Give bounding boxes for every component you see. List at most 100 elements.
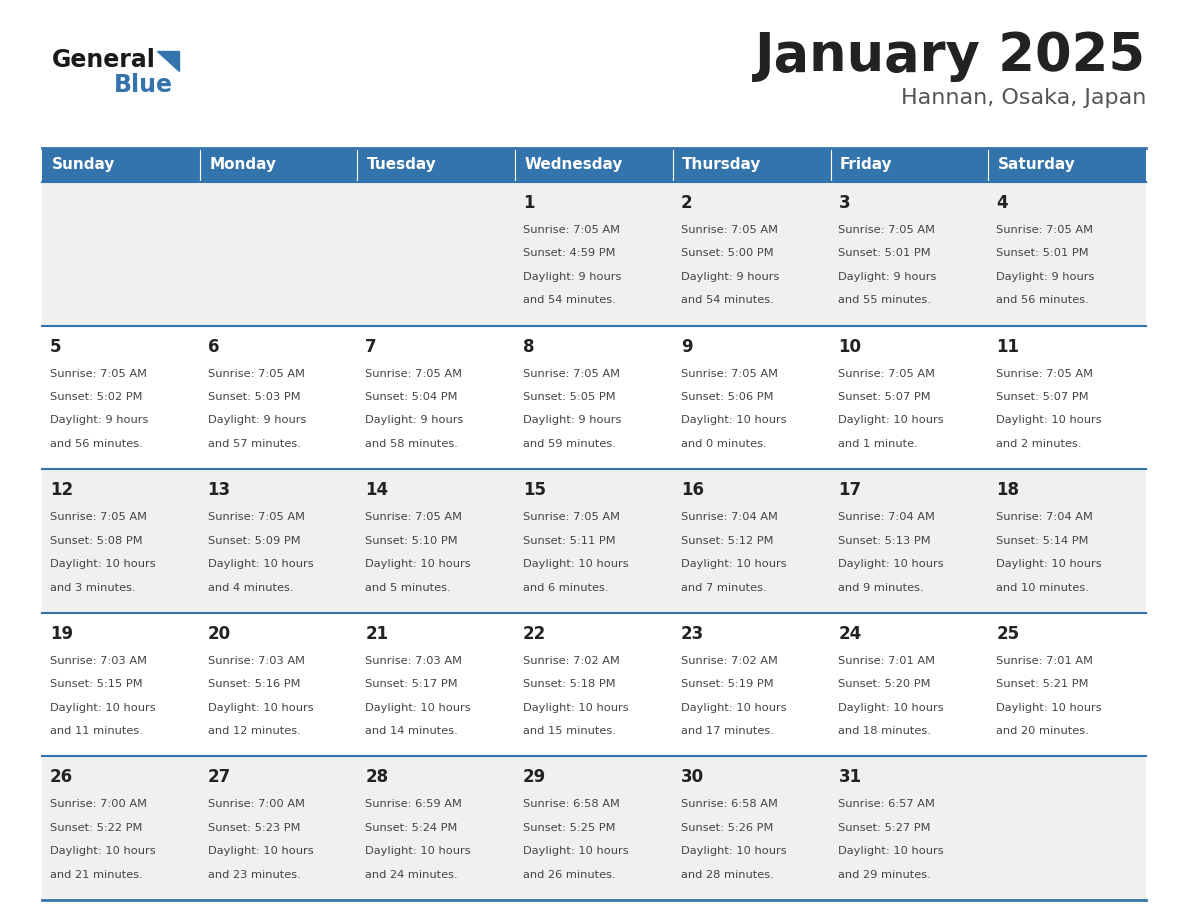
Text: and 54 minutes.: and 54 minutes.: [681, 296, 773, 306]
Text: Sunrise: 7:02 AM: Sunrise: 7:02 AM: [523, 655, 620, 666]
Text: 29: 29: [523, 768, 546, 787]
Text: Daylight: 10 hours: Daylight: 10 hours: [523, 559, 628, 569]
Text: Sunday: Sunday: [51, 158, 115, 173]
Text: and 24 minutes.: and 24 minutes.: [366, 869, 457, 879]
Text: Wednesday: Wednesday: [525, 158, 623, 173]
Text: and 56 minutes.: and 56 minutes.: [997, 296, 1089, 306]
Text: Daylight: 10 hours: Daylight: 10 hours: [681, 846, 786, 856]
Text: Sunset: 5:13 PM: Sunset: 5:13 PM: [839, 536, 931, 545]
Text: 17: 17: [839, 481, 861, 499]
Text: 6: 6: [208, 338, 219, 355]
Text: and 21 minutes.: and 21 minutes.: [50, 869, 143, 879]
Text: Sunset: 5:02 PM: Sunset: 5:02 PM: [50, 392, 143, 402]
Text: and 29 minutes.: and 29 minutes.: [839, 869, 931, 879]
Text: Friday: Friday: [840, 158, 892, 173]
Text: Sunset: 5:01 PM: Sunset: 5:01 PM: [997, 249, 1088, 259]
Text: 24: 24: [839, 625, 861, 643]
Bar: [42, 469, 1146, 613]
Text: and 54 minutes.: and 54 minutes.: [523, 296, 615, 306]
Text: Daylight: 10 hours: Daylight: 10 hours: [208, 846, 314, 856]
Text: Hannan, Osaka, Japan: Hannan, Osaka, Japan: [901, 88, 1146, 108]
Text: Sunset: 5:08 PM: Sunset: 5:08 PM: [50, 536, 143, 545]
Text: and 23 minutes.: and 23 minutes.: [208, 869, 301, 879]
Text: 22: 22: [523, 625, 546, 643]
Text: Sunrise: 7:05 AM: Sunrise: 7:05 AM: [523, 225, 620, 235]
Text: Sunrise: 7:04 AM: Sunrise: 7:04 AM: [839, 512, 935, 522]
Text: Monday: Monday: [209, 158, 276, 173]
Text: 15: 15: [523, 481, 546, 499]
Text: Daylight: 9 hours: Daylight: 9 hours: [523, 272, 621, 282]
Text: 30: 30: [681, 768, 703, 787]
Text: Sunset: 5:12 PM: Sunset: 5:12 PM: [681, 536, 773, 545]
Text: Daylight: 9 hours: Daylight: 9 hours: [681, 272, 779, 282]
Text: Sunset: 5:17 PM: Sunset: 5:17 PM: [366, 679, 457, 689]
Bar: [358, 148, 516, 182]
Text: Daylight: 10 hours: Daylight: 10 hours: [366, 559, 470, 569]
Text: Sunset: 5:07 PM: Sunset: 5:07 PM: [997, 392, 1088, 402]
Text: and 4 minutes.: and 4 minutes.: [208, 583, 293, 592]
Text: and 6 minutes.: and 6 minutes.: [523, 583, 608, 592]
Text: Sunrise: 7:00 AM: Sunrise: 7:00 AM: [208, 800, 304, 810]
Text: 12: 12: [50, 481, 72, 499]
Text: Saturday: Saturday: [998, 158, 1075, 173]
Text: Daylight: 10 hours: Daylight: 10 hours: [523, 702, 628, 712]
Text: and 9 minutes.: and 9 minutes.: [839, 583, 924, 592]
Text: 14: 14: [366, 481, 388, 499]
Text: Daylight: 10 hours: Daylight: 10 hours: [50, 559, 156, 569]
Text: and 0 minutes.: and 0 minutes.: [681, 439, 766, 449]
Bar: [42, 756, 1146, 900]
Text: 3: 3: [839, 194, 851, 212]
Text: Thursday: Thursday: [682, 158, 762, 173]
Text: Daylight: 10 hours: Daylight: 10 hours: [997, 702, 1101, 712]
Text: Sunrise: 7:02 AM: Sunrise: 7:02 AM: [681, 655, 778, 666]
Text: Sunrise: 7:05 AM: Sunrise: 7:05 AM: [523, 369, 620, 379]
Text: and 7 minutes.: and 7 minutes.: [681, 583, 766, 592]
Text: Sunrise: 7:05 AM: Sunrise: 7:05 AM: [681, 225, 778, 235]
Text: Sunset: 5:14 PM: Sunset: 5:14 PM: [997, 536, 1088, 545]
Text: 18: 18: [997, 481, 1019, 499]
Text: Sunset: 5:25 PM: Sunset: 5:25 PM: [523, 823, 615, 833]
Text: 5: 5: [50, 338, 62, 355]
Text: Daylight: 10 hours: Daylight: 10 hours: [839, 702, 944, 712]
Text: and 18 minutes.: and 18 minutes.: [839, 726, 931, 736]
Text: Sunset: 5:07 PM: Sunset: 5:07 PM: [839, 392, 931, 402]
Text: Sunrise: 7:05 AM: Sunrise: 7:05 AM: [208, 369, 304, 379]
Text: 21: 21: [366, 625, 388, 643]
Text: Sunrise: 7:05 AM: Sunrise: 7:05 AM: [681, 369, 778, 379]
Text: 16: 16: [681, 481, 703, 499]
Text: and 55 minutes.: and 55 minutes.: [839, 296, 931, 306]
Text: Tuesday: Tuesday: [367, 158, 437, 173]
Text: Sunset: 5:04 PM: Sunset: 5:04 PM: [366, 392, 457, 402]
Text: 20: 20: [208, 625, 230, 643]
Text: Sunset: 5:26 PM: Sunset: 5:26 PM: [681, 823, 773, 833]
Text: Sunrise: 7:05 AM: Sunrise: 7:05 AM: [208, 512, 304, 522]
Text: Daylight: 10 hours: Daylight: 10 hours: [997, 559, 1101, 569]
Text: Daylight: 10 hours: Daylight: 10 hours: [839, 416, 944, 426]
Text: 7: 7: [366, 338, 377, 355]
Text: 27: 27: [208, 768, 230, 787]
Bar: [516, 148, 672, 182]
Text: Sunrise: 6:58 AM: Sunrise: 6:58 AM: [523, 800, 620, 810]
Text: 1: 1: [523, 194, 535, 212]
Text: Sunrise: 7:05 AM: Sunrise: 7:05 AM: [997, 369, 1093, 379]
Text: Daylight: 10 hours: Daylight: 10 hours: [50, 846, 156, 856]
Text: Sunset: 5:10 PM: Sunset: 5:10 PM: [366, 536, 457, 545]
Text: 25: 25: [997, 625, 1019, 643]
Text: Daylight: 10 hours: Daylight: 10 hours: [839, 846, 944, 856]
Text: Sunrise: 7:03 AM: Sunrise: 7:03 AM: [50, 655, 147, 666]
Text: 23: 23: [681, 625, 704, 643]
Text: Sunset: 5:05 PM: Sunset: 5:05 PM: [523, 392, 615, 402]
Text: Sunrise: 7:05 AM: Sunrise: 7:05 AM: [839, 225, 935, 235]
Text: Daylight: 9 hours: Daylight: 9 hours: [523, 416, 621, 426]
Bar: [672, 148, 830, 182]
Text: Daylight: 10 hours: Daylight: 10 hours: [997, 416, 1101, 426]
Text: Sunrise: 7:05 AM: Sunrise: 7:05 AM: [523, 512, 620, 522]
Text: 11: 11: [997, 338, 1019, 355]
Text: and 20 minutes.: and 20 minutes.: [997, 726, 1089, 736]
Text: Daylight: 10 hours: Daylight: 10 hours: [681, 416, 786, 426]
Text: and 3 minutes.: and 3 minutes.: [50, 583, 135, 592]
Text: Daylight: 10 hours: Daylight: 10 hours: [50, 702, 156, 712]
Text: Sunset: 5:20 PM: Sunset: 5:20 PM: [839, 679, 931, 689]
Text: 31: 31: [839, 768, 861, 787]
Text: and 28 minutes.: and 28 minutes.: [681, 869, 773, 879]
